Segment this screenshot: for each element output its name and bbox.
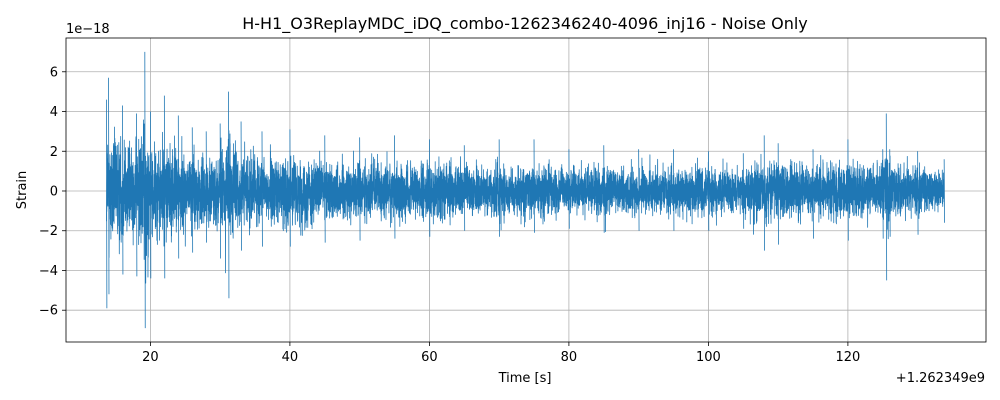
x-axis-ticks: 20 40 60 80 100 120 <box>142 342 860 365</box>
y-tick-label: 6 <box>50 65 58 80</box>
y-tick-label: 4 <box>50 105 58 120</box>
x-offset-label: +1.262349e9 <box>896 371 985 386</box>
strain-series-line <box>106 51 945 329</box>
y-scale-label: 1e−18 <box>66 22 110 37</box>
x-tick-label: 120 <box>835 350 860 365</box>
x-axis-label: Time [s] <box>498 371 552 386</box>
x-tick-label: 40 <box>282 350 299 365</box>
y-tick-label: 2 <box>50 145 58 160</box>
series-layer <box>106 51 945 329</box>
x-tick-label: 60 <box>421 350 438 365</box>
x-tick-label: 100 <box>696 350 721 365</box>
y-tick-label: −4 <box>39 264 58 279</box>
y-tick-label: −2 <box>39 224 58 239</box>
x-tick-label: 80 <box>561 350 578 365</box>
y-tick-label: 0 <box>50 184 58 199</box>
y-tick-label: −6 <box>39 304 58 319</box>
chart-title: H-H1_O3ReplayMDC_iDQ_combo-1262346240-40… <box>242 14 808 34</box>
y-axis-ticks: −6 −4 −2 0 2 4 6 <box>39 65 66 319</box>
plot-frame <box>65 37 987 343</box>
x-tick-label: 20 <box>142 350 159 365</box>
y-axis-label: Strain <box>15 171 30 210</box>
